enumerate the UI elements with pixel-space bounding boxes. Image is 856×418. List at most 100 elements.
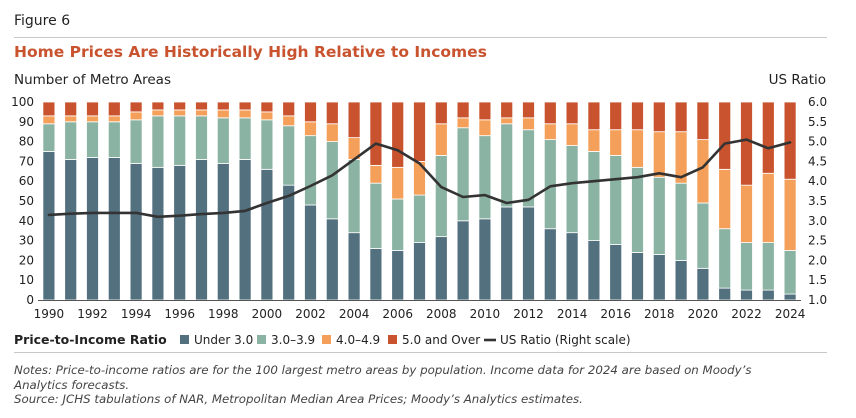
bar-segment-under-3 [391,250,405,301]
bar-segment-under-3 [478,218,492,301]
bar-segment-3-to-3-9 [347,159,361,234]
bar-segment-5-and-over [325,101,339,125]
x-axis-tick-label: 2022 [731,307,762,321]
bar-segment-4-to-4-9 [216,109,230,119]
x-axis-tick-label: 2012 [513,307,544,321]
bar-segment-under-3 [216,162,230,301]
legend-title: Price-to-Income Ratio [14,332,167,347]
bar-segment-3-to-3-9 [391,198,405,251]
legend-label: 3.0–3.9 [271,333,315,347]
bar-segment-3-to-3-9 [587,151,601,241]
bar-segment-4-to-4-9 [42,115,56,125]
bar-segment-under-3 [238,159,252,301]
bar-segment-under-3 [260,168,274,301]
bar-segment-under-3 [761,289,775,301]
bar-segment-under-3 [718,287,732,301]
right-axis-tick-label: 4.0 [808,174,827,188]
x-axis-tick-label: 1996 [164,307,195,321]
right-axis-tick-label: 6.0 [808,95,827,109]
bar-segment-4-to-4-9 [282,115,296,127]
bar-segment-5-and-over [347,101,361,139]
bar-segment-5-and-over [107,101,121,117]
bar-segment-5-and-over [718,101,732,170]
bar-segment-under-3 [609,244,623,301]
bar-segment-5-and-over [522,101,535,119]
bar-segment-3-to-3-9 [260,119,274,170]
bar-segment-5-and-over [609,101,623,131]
right-axis-tick-label: 3.5 [808,194,827,208]
bar-segment-under-3 [783,293,797,301]
bar-segment-5-and-over [216,101,230,111]
x-axis-tick-label: 2002 [295,307,326,321]
bar-segment-4-to-4-9 [478,119,492,137]
legend-label: 5.0 and Over [402,333,480,347]
bar-segment-5-and-over [173,101,187,111]
bar-segment-3-to-3-9 [413,194,426,243]
right-axis-tick-label: 1.0 [808,293,827,307]
bar-segment-4-to-4-9 [696,139,710,204]
right-axis-tick-label: 2.0 [808,253,827,267]
bar-segment-4-to-4-9 [456,117,470,129]
bar-segment-5-and-over [391,101,405,168]
bar-segment-5-and-over [282,101,296,117]
bar-segment-5-and-over [696,101,710,141]
x-axis-tick-label: 2010 [470,307,501,321]
notes: Notes: Price-to-income ratios are for th… [14,363,814,407]
bar-segment-3-to-3-9 [631,166,644,253]
bar-segment-4-to-4-9 [260,111,274,121]
left-axis-tick-label: 30 [19,234,34,248]
legend-swatch [388,335,397,344]
bar-segment-under-3 [173,164,187,301]
bar-segment-3-to-3-9 [151,115,165,168]
bar-segment-5-and-over [565,101,579,125]
right-axis-tick-label: 5.0 [808,135,827,149]
bar-segment-3-to-3-9 [543,139,557,230]
bar-segment-3-to-3-9 [565,145,579,234]
bar-segment-under-3 [413,242,426,301]
x-axis-tick-label: 1992 [77,307,108,321]
bar-segment-5-and-over [413,101,426,162]
bar-segment-3-to-3-9 [195,115,208,160]
right-axis-tick-label: 2.5 [808,234,827,248]
left-axis-tick-label: 70 [19,154,34,168]
left-axis-tick-label: 10 [19,273,34,287]
legend-label: 4.0–4.9 [336,333,380,347]
bar-segment-4-to-4-9 [107,115,121,123]
bar-segment-4-to-4-9 [522,117,535,131]
bar-segment-under-3 [456,220,470,301]
bar-segment-under-3 [522,206,535,301]
bar-segment-4-to-4-9 [434,123,448,156]
bar-segment-3-to-3-9 [500,123,514,208]
bar-segment-4-to-4-9 [609,129,623,156]
notes-line: Analytics forecasts. [14,377,130,392]
bar-segment-under-3 [151,166,165,301]
bar-segment-4-to-4-9 [652,131,666,178]
bar-segment-5-and-over [783,101,797,180]
legend-swatch [180,335,189,344]
bar-segment-4-to-4-9 [565,123,579,146]
bar-segment-4-to-4-9 [740,184,753,243]
bar-segment-3-to-3-9 [740,242,753,291]
bar-segment-4-to-4-9 [151,109,165,117]
bar-segment-3-to-3-9 [107,121,121,158]
right-axis-tick-label: 1.5 [808,273,827,287]
x-axis-tick-label: 1990 [34,307,65,321]
chart-canvas: 0 10 20 30 40 50 60 70 80 90 100 1.0 1.5 2.0 2.5 3.0 3.5… [11,95,827,347]
bar-segment-5-and-over [500,101,514,119]
left-axis-tick-label: 100 [11,95,34,109]
x-axis-tick-label: 2018 [644,307,675,321]
bar-segment-5-and-over [478,101,492,121]
bar-segment-under-3 [543,228,557,301]
bar-segment-5-and-over [64,101,78,117]
right-axis-tick-label: 5.5 [808,115,827,129]
bar-segment-under-3 [129,162,143,301]
bar-segment-5-and-over [42,101,56,117]
bar-segment-3-to-3-9 [456,127,470,222]
right-axis-tick-label: 4.5 [808,154,827,168]
bar-segment-3-to-3-9 [238,117,252,160]
x-axis-tick-label: 2004 [339,307,370,321]
bar-segment-5-and-over [434,101,448,125]
bar-segment-5-and-over [195,101,208,111]
bar-segment-3-to-3-9 [783,250,797,295]
bar-segment-under-3 [696,267,710,301]
